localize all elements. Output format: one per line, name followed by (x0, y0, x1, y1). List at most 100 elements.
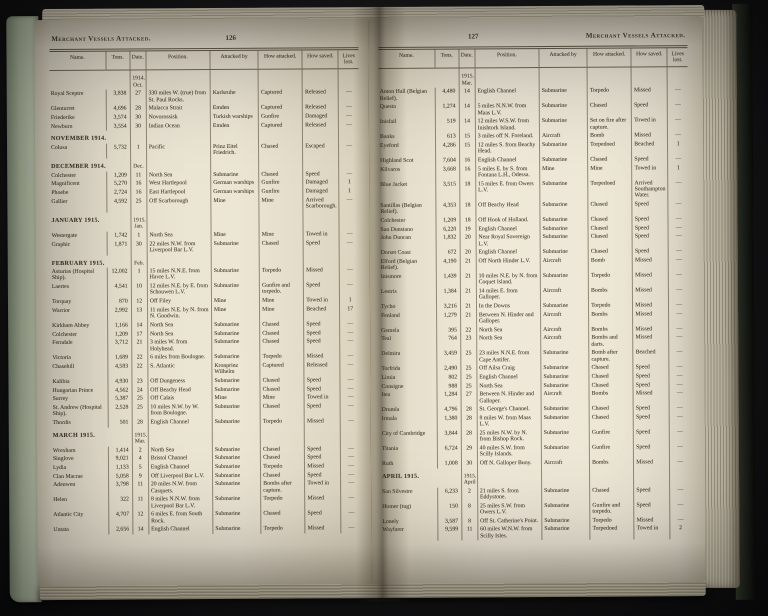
table-cell: Speed (303, 238, 340, 254)
table-cell: Chased (259, 328, 304, 338)
table-cell: Mine (260, 393, 305, 403)
table-cell: Colchester (51, 172, 77, 179)
table-cell: 3,844 (436, 429, 462, 445)
table-cell (302, 129, 339, 143)
table-cell: — (669, 443, 690, 459)
table-cell: Colusa (51, 145, 68, 152)
table-cell: Off Filey (147, 297, 212, 307)
table-cell: — (668, 200, 689, 216)
right-page: 127 Merchant Vessels Attacked. Name. Tons… (368, 16, 706, 585)
table-cell: 2,490 (436, 364, 461, 374)
table-cell: Bombs and darts. (588, 333, 634, 350)
table-cell: 3,554 (106, 122, 131, 132)
table-cell: North Sea (476, 325, 541, 335)
table-cell: Chased (589, 381, 634, 391)
table-cell: 1,384 (436, 287, 461, 303)
table-cell (146, 130, 211, 144)
table-cell: Submarine (541, 525, 591, 541)
table-cell: Off Scarborough (146, 196, 211, 213)
table-cell: Gunfire (258, 187, 304, 197)
table-cell: — (668, 232, 689, 248)
table-cell: Anton Hall (Belgian Relief). (379, 89, 428, 102)
table-cell: Mine (211, 230, 260, 240)
table-cell: 322 (108, 495, 133, 511)
table-cell: 1,689 (107, 353, 132, 363)
column-header: How attacked. (258, 50, 303, 70)
table-cell: — (668, 247, 689, 257)
table-cell: Submarine (212, 471, 261, 481)
table-cell: 22 (131, 353, 148, 363)
table-cell: Near Royal Sovereign L.V. (475, 233, 541, 249)
table-cell: Torpedo (260, 494, 306, 511)
table-cell: Submarine (540, 381, 590, 391)
table-cell: Hungarian Prince (52, 387, 94, 394)
table-cell: 25 (131, 394, 148, 404)
table-cell: 8 (461, 502, 478, 518)
table-cell: 25 (460, 373, 477, 383)
table-cell: 3,838 (105, 89, 131, 106)
table-cell: English Channel (475, 156, 540, 166)
table-cell: 25 (460, 349, 477, 365)
table-cell (338, 69, 359, 89)
table-cell: Chased (587, 200, 633, 216)
table-cell: Submarine (539, 117, 588, 133)
table-cell: English Channel (148, 525, 213, 535)
table-cell: 16 (459, 156, 476, 166)
table-cell: 613 (435, 132, 460, 142)
table-cell: Bombs (588, 325, 633, 335)
table-cell: — (670, 515, 691, 525)
table-cell: 1,284 (436, 390, 461, 406)
table-cell: 1 (339, 296, 361, 306)
table-cell: Speed (302, 170, 340, 179)
table-cell: Chased (588, 232, 633, 249)
table-cell: 21 (459, 257, 477, 273)
table-cell: 11 (130, 171, 147, 181)
table-cell: 17 (339, 304, 361, 321)
table-cell: 4,707 (108, 510, 133, 526)
table-cell: Torpedo (588, 271, 633, 287)
table-cell: 150 (437, 502, 462, 518)
table-cell: Newburn (50, 123, 73, 130)
table-cell: 4,286 (435, 141, 460, 157)
table-cell: Submarine (541, 501, 590, 517)
table-cell: Lonely (382, 518, 399, 525)
table-cell: Pacific (146, 143, 211, 159)
table-cell: — (669, 333, 690, 349)
table-cell: 5 miles N.N.W. from Maas L.V. (475, 102, 540, 118)
table-cell: Chased (589, 413, 634, 429)
table-cell: 30 (130, 113, 147, 123)
table-cell: — (668, 178, 689, 201)
date-note: 1914. Oct. (129, 70, 146, 90)
table-cell: 11 miles N.E. by N. from N. Goodwin. (147, 305, 212, 322)
table-cell: 11 (132, 495, 149, 511)
table-cell: 2 (670, 524, 691, 540)
table-cell (148, 426, 213, 447)
table-cell: Surrey (52, 396, 69, 403)
table-cell: Captured (258, 103, 303, 113)
table-cell: Submarine (541, 405, 590, 415)
month-heading: February 1915. (51, 260, 105, 267)
table-cell: Torpedo (259, 266, 304, 282)
table-cell: Missed (633, 458, 670, 468)
table-cell: Aircraft (540, 334, 589, 350)
table-cell: 60 miles W.N.W. from Scilly Isles. (477, 525, 542, 541)
table-cell: 1,209 (435, 216, 460, 226)
table-cell: Missed (304, 352, 341, 362)
table-cell: Submarine (540, 364, 590, 373)
table-cell: Aircraft (540, 310, 589, 326)
table-cell: English Channel (475, 224, 541, 234)
table-cell: 28 (460, 405, 477, 415)
table-cell: Chased (258, 142, 303, 158)
column-header: Tons. (105, 51, 130, 71)
table-cell: 11 (461, 525, 478, 541)
table-cell: Off Liverpool Bar L.V. (148, 471, 213, 481)
table-cell (477, 467, 542, 488)
table-cell: Prinz Eitel Friedrich. (210, 142, 259, 159)
table-cell: 20 (459, 233, 476, 249)
table-cell: 1,439 (435, 272, 461, 288)
table-cell (667, 67, 688, 87)
table-cell: Set on fire after capture. (587, 116, 632, 133)
table-cell: 21 (460, 311, 477, 327)
table-cell: — (339, 229, 360, 239)
table-cell (259, 211, 304, 231)
